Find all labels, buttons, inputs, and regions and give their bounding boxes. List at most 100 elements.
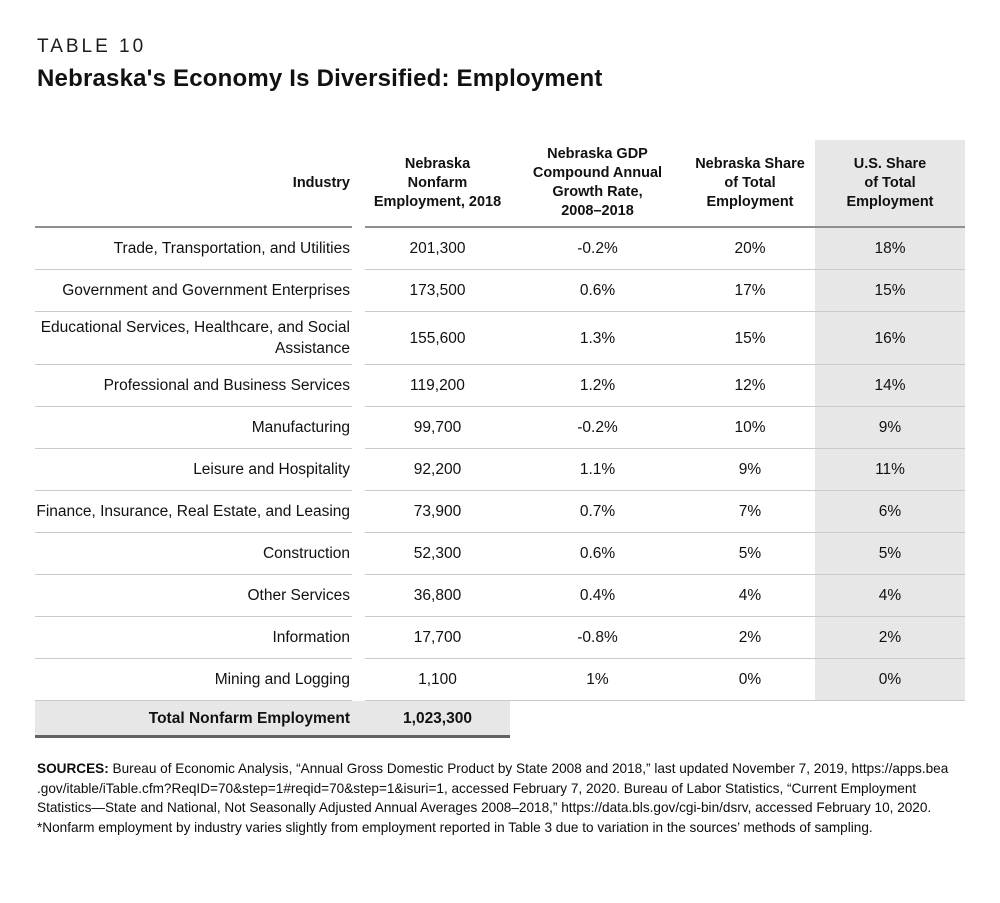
employment-cell: 119,200 bbox=[365, 365, 510, 407]
ne-share-cell: 15% bbox=[685, 312, 815, 365]
column-header-employment: Nebraska Nonfarm Employment, 2018 bbox=[365, 140, 510, 228]
table-row: Finance, Insurance, Real Estate, and Lea… bbox=[35, 491, 965, 533]
column-gap bbox=[352, 701, 365, 738]
us-share-cell: 16% bbox=[815, 312, 965, 365]
table-row: Educational Services, Healthcare, and So… bbox=[35, 312, 965, 365]
sampling-note: *Nonfarm employment by industry varies s… bbox=[37, 819, 873, 835]
employment-cell: 36,800 bbox=[365, 575, 510, 617]
table-kicker: TABLE 10 bbox=[37, 36, 147, 57]
column-gap bbox=[352, 228, 365, 270]
industry-cell: Information bbox=[35, 617, 352, 659]
industry-cell: Professional and Business Services bbox=[35, 365, 352, 407]
employment-cell: 155,600 bbox=[365, 312, 510, 365]
column-gap bbox=[352, 449, 365, 491]
us-share-cell: 14% bbox=[815, 365, 965, 407]
ne-share-cell: 7% bbox=[685, 491, 815, 533]
column-gap bbox=[352, 575, 365, 617]
column-gap bbox=[352, 270, 365, 312]
ne-share-cell: 12% bbox=[685, 365, 815, 407]
table-row: Manufacturing 99,700 -0.2% 10% 9% bbox=[35, 407, 965, 449]
employment-table: Industry Nebraska Nonfarm Employment, 20… bbox=[35, 140, 965, 738]
column-gap bbox=[352, 533, 365, 575]
gdp-cagr-cell: 1% bbox=[510, 659, 685, 701]
table-header-row: Industry Nebraska Nonfarm Employment, 20… bbox=[35, 140, 965, 228]
column-gap bbox=[352, 491, 365, 533]
gdp-cagr-cell: 0.4% bbox=[510, 575, 685, 617]
document-page: TABLE 10 Nebraska's Economy Is Diversifi… bbox=[35, 36, 965, 837]
empty-cell bbox=[815, 701, 965, 738]
employment-cell: 73,900 bbox=[365, 491, 510, 533]
us-share-cell: 9% bbox=[815, 407, 965, 449]
industry-cell: Educational Services, Healthcare, and So… bbox=[35, 312, 352, 365]
ne-share-cell: 10% bbox=[685, 407, 815, 449]
employment-cell: 1,100 bbox=[365, 659, 510, 701]
employment-cell: 17,700 bbox=[365, 617, 510, 659]
column-header-industry: Industry bbox=[35, 140, 352, 228]
gdp-cagr-cell: -0.2% bbox=[510, 407, 685, 449]
industry-cell: Government and Government Enterprises bbox=[35, 270, 352, 312]
employment-cell: 99,700 bbox=[365, 407, 510, 449]
us-share-cell: 18% bbox=[815, 228, 965, 270]
us-share-cell: 5% bbox=[815, 533, 965, 575]
column-gap bbox=[352, 312, 365, 365]
table-row: Government and Government Enterprises 17… bbox=[35, 270, 965, 312]
total-label: Total Nonfarm Employment bbox=[35, 701, 352, 738]
industry-cell: Trade, Transportation, and Utilities bbox=[35, 228, 352, 270]
column-gap bbox=[352, 659, 365, 701]
industry-cell: Finance, Insurance, Real Estate, and Lea… bbox=[35, 491, 352, 533]
sources-label: SOURCES: bbox=[37, 761, 109, 776]
table-row: Mining and Logging 1,100 1% 0% 0% bbox=[35, 659, 965, 701]
table-title: Nebraska's Economy Is Diversified: Emplo… bbox=[37, 65, 603, 92]
gdp-cagr-cell: 1.1% bbox=[510, 449, 685, 491]
sources-paragraph: SOURCES: Bureau of Economic Analysis, “A… bbox=[37, 759, 965, 818]
gdp-cagr-cell: 0.6% bbox=[510, 533, 685, 575]
gdp-cagr-cell: 1.2% bbox=[510, 365, 685, 407]
table-total-row: Total Nonfarm Employment 1,023,300 bbox=[35, 701, 965, 738]
us-share-cell: 15% bbox=[815, 270, 965, 312]
table-row: Other Services 36,800 0.4% 4% 4% bbox=[35, 575, 965, 617]
sources-text: Bureau of Economic Analysis, “Annual Gro… bbox=[37, 761, 949, 815]
gdp-cagr-cell: -0.8% bbox=[510, 617, 685, 659]
us-share-cell: 0% bbox=[815, 659, 965, 701]
ne-share-cell: 9% bbox=[685, 449, 815, 491]
gdp-cagr-cell: 0.7% bbox=[510, 491, 685, 533]
table-row: Leisure and Hospitality 92,200 1.1% 9% 1… bbox=[35, 449, 965, 491]
table-row: Professional and Business Services 119,2… bbox=[35, 365, 965, 407]
ne-share-cell: 17% bbox=[685, 270, 815, 312]
industry-cell: Other Services bbox=[35, 575, 352, 617]
ne-share-cell: 0% bbox=[685, 659, 815, 701]
industry-cell: Mining and Logging bbox=[35, 659, 352, 701]
table-row: Construction 52,300 0.6% 5% 5% bbox=[35, 533, 965, 575]
industry-cell: Construction bbox=[35, 533, 352, 575]
employment-cell: 52,300 bbox=[365, 533, 510, 575]
column-gap bbox=[352, 617, 365, 659]
column-header-ne-share: Nebraska Share of Total Employment bbox=[685, 140, 815, 228]
column-gap bbox=[352, 407, 365, 449]
empty-cell bbox=[510, 701, 685, 738]
employment-cell: 201,300 bbox=[365, 228, 510, 270]
footnotes: SOURCES: Bureau of Economic Analysis, “A… bbox=[37, 759, 965, 837]
ne-share-cell: 5% bbox=[685, 533, 815, 575]
column-gap bbox=[352, 365, 365, 407]
employment-cell: 173,500 bbox=[365, 270, 510, 312]
table-row: Information 17,700 -0.8% 2% 2% bbox=[35, 617, 965, 659]
ne-share-cell: 20% bbox=[685, 228, 815, 270]
us-share-cell: 4% bbox=[815, 575, 965, 617]
gdp-cagr-cell: -0.2% bbox=[510, 228, 685, 270]
industry-cell: Manufacturing bbox=[35, 407, 352, 449]
us-share-cell: 11% bbox=[815, 449, 965, 491]
employment-cell: 92,200 bbox=[365, 449, 510, 491]
ne-share-cell: 2% bbox=[685, 617, 815, 659]
column-header-us-share: U.S. Share of Total Employment bbox=[815, 140, 965, 228]
column-gap bbox=[352, 140, 365, 228]
total-value: 1,023,300 bbox=[365, 701, 510, 738]
column-header-gdp-cagr: Nebraska GDP Compound Annual Growth Rate… bbox=[510, 140, 685, 228]
gdp-cagr-cell: 1.3% bbox=[510, 312, 685, 365]
empty-cell bbox=[685, 701, 815, 738]
us-share-cell: 2% bbox=[815, 617, 965, 659]
ne-share-cell: 4% bbox=[685, 575, 815, 617]
table-row: Trade, Transportation, and Utilities 201… bbox=[35, 228, 965, 270]
us-share-cell: 6% bbox=[815, 491, 965, 533]
industry-cell: Leisure and Hospitality bbox=[35, 449, 352, 491]
gdp-cagr-cell: 0.6% bbox=[510, 270, 685, 312]
